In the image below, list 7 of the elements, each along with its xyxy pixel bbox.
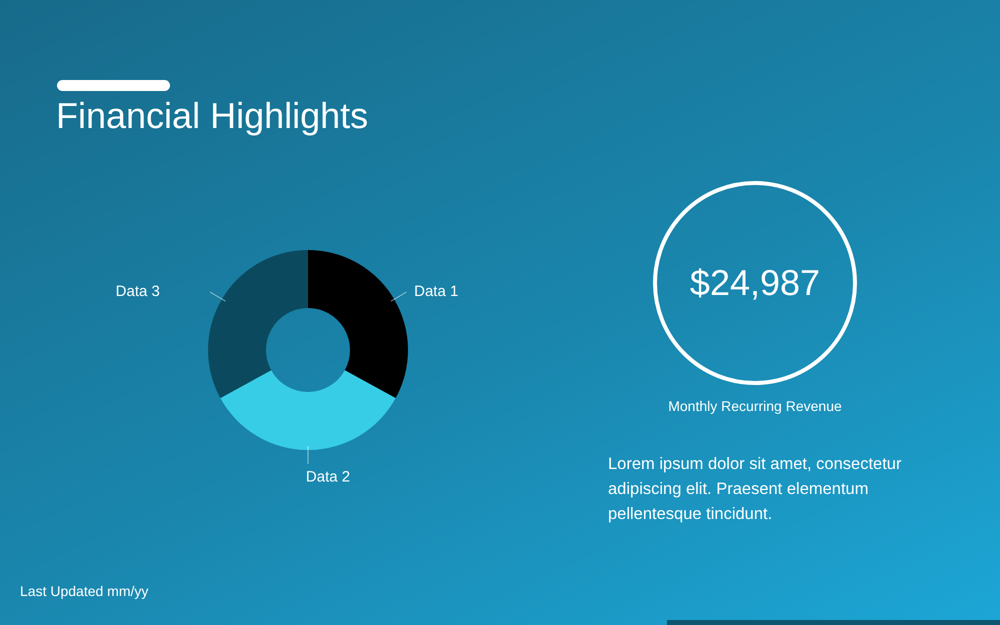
chart-title: Financial Highlights [56, 95, 368, 137]
text: Lorem ipsum dolor sit amet, consectetur adipiscing elit. Praesent elementum pellentesque tincidunt. [608, 454, 902, 525]
text: Last Updated mm/yy [20, 583, 148, 599]
slice-label: Data 3 [116, 283, 160, 300]
text: Monthly Recurring Revenue [667, 398, 843, 414]
slice-label: Data 1 [414, 283, 458, 300]
slice-label: Data 2 [306, 468, 350, 486]
